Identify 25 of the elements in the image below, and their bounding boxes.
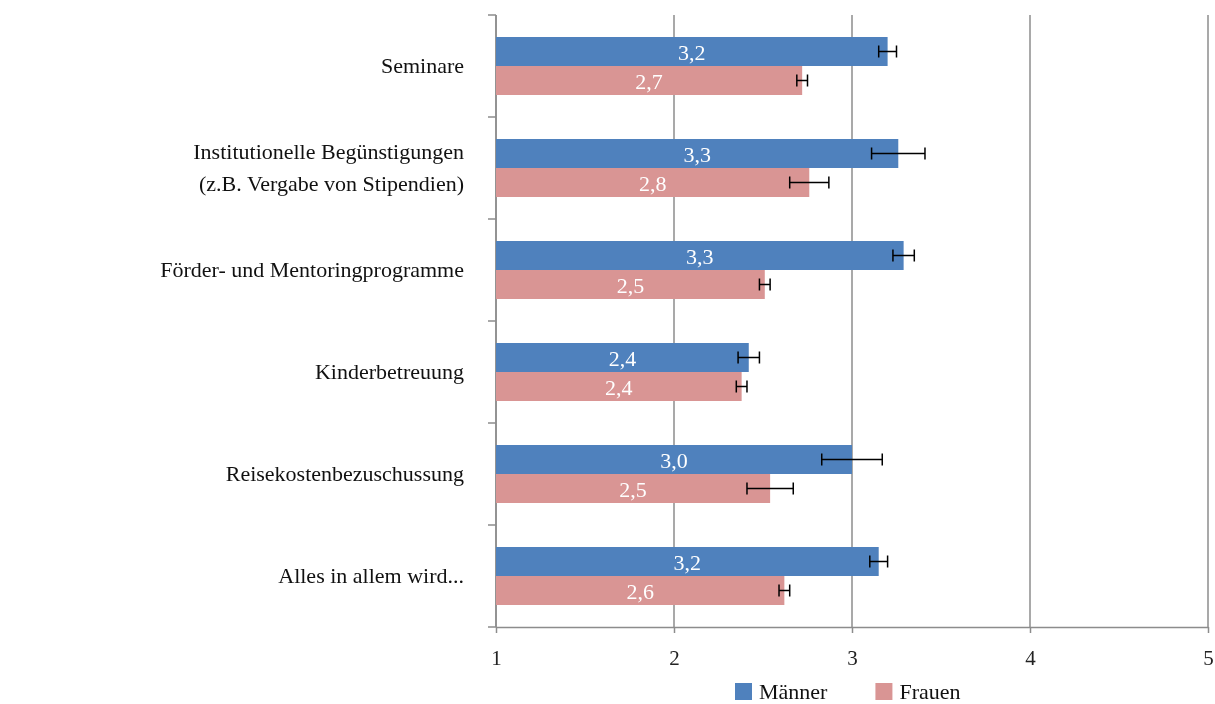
data-label: 2,4	[605, 374, 633, 400]
y-tick-label: Alles in allem wird...	[278, 563, 464, 588]
x-tick-label: 5	[1203, 646, 1214, 671]
x-tick-label: 2	[669, 646, 680, 671]
data-label: 2,5	[616, 272, 645, 298]
data-label: 2,6	[626, 578, 654, 604]
legend-label: Männer	[759, 679, 829, 704]
data-label: 2,4	[608, 345, 637, 371]
data-label: 2,8	[638, 170, 667, 196]
x-tick-label: 1	[491, 646, 502, 671]
y-tick-label: Förder- und Mentoringprogramme	[160, 257, 464, 282]
data-label: 3,3	[683, 141, 711, 167]
data-label: 3,0	[660, 447, 688, 473]
x-tick-label: 4	[1025, 646, 1037, 671]
legend-label: Frauen	[899, 679, 961, 704]
y-tick-label: Institutionelle Begünstigungen (z.B. Vergabe von Stipendien)	[193, 139, 464, 196]
data-label: 2,5	[619, 476, 647, 502]
data-label: 3,2	[673, 549, 702, 575]
y-tick-label: Seminare	[380, 53, 464, 78]
data-label: 3,3	[686, 243, 714, 269]
data-label: 3,2	[678, 39, 706, 65]
y-tick-label: Reisekostenbezuschussung	[225, 461, 464, 486]
y-tick-label: Kinderbetreuung	[314, 359, 464, 384]
data-label: 2,7	[635, 68, 663, 94]
x-tick-label: 3	[847, 646, 858, 671]
